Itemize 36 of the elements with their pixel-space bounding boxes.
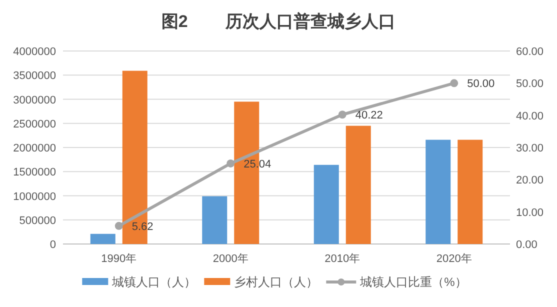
y-tick-label: 1000000 [13, 190, 56, 203]
y-tick-label: 2500000 [13, 118, 56, 130]
x-tick-label: 2000年 [212, 253, 248, 265]
y-tick-label: 500000 [19, 214, 56, 227]
bar [202, 196, 228, 244]
y2-tick-label: 0.00 [516, 239, 538, 251]
y2-tick-label: 20.00 [516, 174, 544, 187]
bar [346, 126, 371, 244]
legend-label: 乡村人口（人） [234, 275, 318, 289]
legend-label: 城镇人口比重（%） [359, 275, 467, 289]
point [450, 79, 458, 88]
bar [458, 140, 483, 244]
x-tick-label: 2020年 [436, 253, 472, 265]
y2-tick-label: 10.00 [516, 206, 544, 219]
y-tick-label: 3500000 [13, 70, 56, 82]
x-tick-label: 1990年 [101, 253, 137, 265]
chart-title: 图2 历次人口普查城乡人口 [161, 11, 396, 31]
y-tick-label: 0 [50, 239, 56, 251]
data-label: 50.00 [467, 78, 495, 90]
y2-tick-label: 30.00 [516, 142, 544, 154]
point [338, 110, 346, 119]
point [226, 159, 235, 168]
point [114, 222, 123, 230]
y2-tick-label: 50.00 [516, 78, 544, 90]
y-tick-label: 2000000 [13, 142, 56, 154]
y-tick-label: 4000000 [13, 46, 56, 58]
data-label: 40.22 [355, 110, 383, 122]
y2-tick-label: 40.00 [516, 110, 544, 122]
bar [90, 234, 116, 244]
y2-tick-label: 60.00 [516, 46, 544, 58]
legend-label: 城镇人口（人） [111, 275, 196, 289]
y-tick-label: 1500000 [13, 166, 56, 179]
x-tick-label: 2010年 [324, 253, 360, 265]
y-tick-label: 3000000 [13, 94, 56, 106]
bar [426, 140, 451, 244]
bar [314, 164, 339, 244]
